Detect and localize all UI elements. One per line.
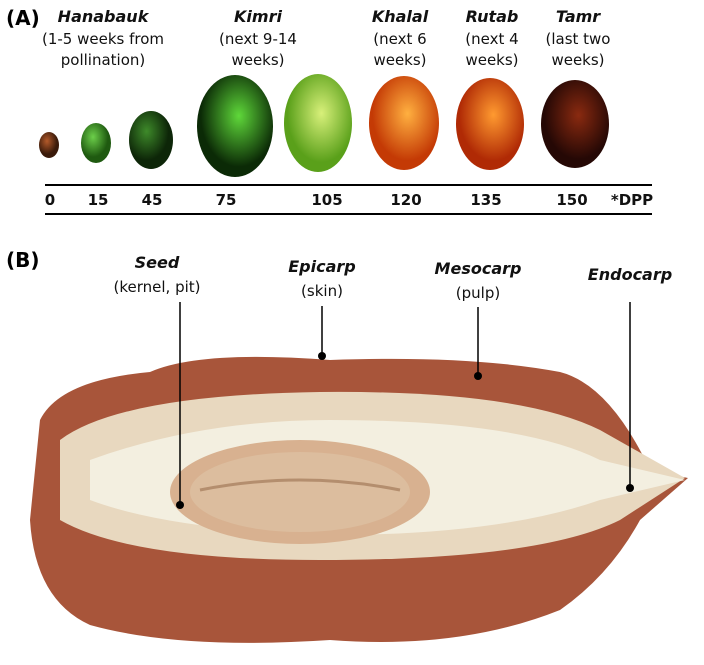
part-name: Endocarp — [587, 265, 673, 284]
panel-label: (A) — [6, 6, 40, 30]
fruit — [284, 74, 352, 172]
fruit — [197, 75, 273, 177]
leader-lines — [179, 302, 631, 505]
part-description: (skin) — [301, 282, 343, 300]
fruit-photos — [39, 74, 609, 177]
fruit — [39, 132, 59, 158]
panel-label: (B) — [6, 248, 40, 272]
part-description: (pulp) — [455, 284, 501, 302]
stage-name: Khalal — [371, 7, 429, 26]
stage-name: Kimri — [234, 7, 282, 26]
fruit — [129, 111, 173, 169]
stage-name: Hanabauk — [57, 7, 149, 26]
fruit — [541, 80, 609, 168]
dpp-value: 45 — [141, 191, 163, 209]
dpp-unit: *DPP — [610, 191, 654, 209]
stage-name: Tamr — [555, 7, 601, 26]
stage-description: (next 4 weeks) — [465, 30, 519, 69]
dpp-value: 75 — [215, 191, 237, 209]
dpp-value: 120 — [390, 191, 422, 209]
dpp-value: 105 — [311, 191, 343, 209]
fruit — [369, 76, 439, 170]
leader-dots — [176, 352, 634, 509]
part-description: (kernel, pit) — [113, 278, 201, 296]
fruit — [456, 78, 524, 170]
date-cross-section — [30, 356, 688, 643]
stage-description: (last two weeks) — [545, 30, 611, 69]
dpp-value: 135 — [470, 191, 502, 209]
dpp-value: 15 — [87, 191, 109, 209]
stage-description: (next 9-14 weeks) — [219, 30, 297, 69]
fruit — [81, 123, 111, 163]
part-name: Epicarp — [288, 257, 356, 276]
stage-name: Rutab — [465, 7, 519, 26]
part-name: Mesocarp — [434, 259, 522, 278]
dpp-value: 150 — [556, 191, 588, 209]
dpp-value: 0 — [44, 191, 56, 209]
stage-description: (1-5 weeks from pollination) — [41, 30, 165, 69]
part-name: Seed — [134, 253, 180, 272]
stage-description: (next 6 weeks) — [373, 30, 427, 69]
